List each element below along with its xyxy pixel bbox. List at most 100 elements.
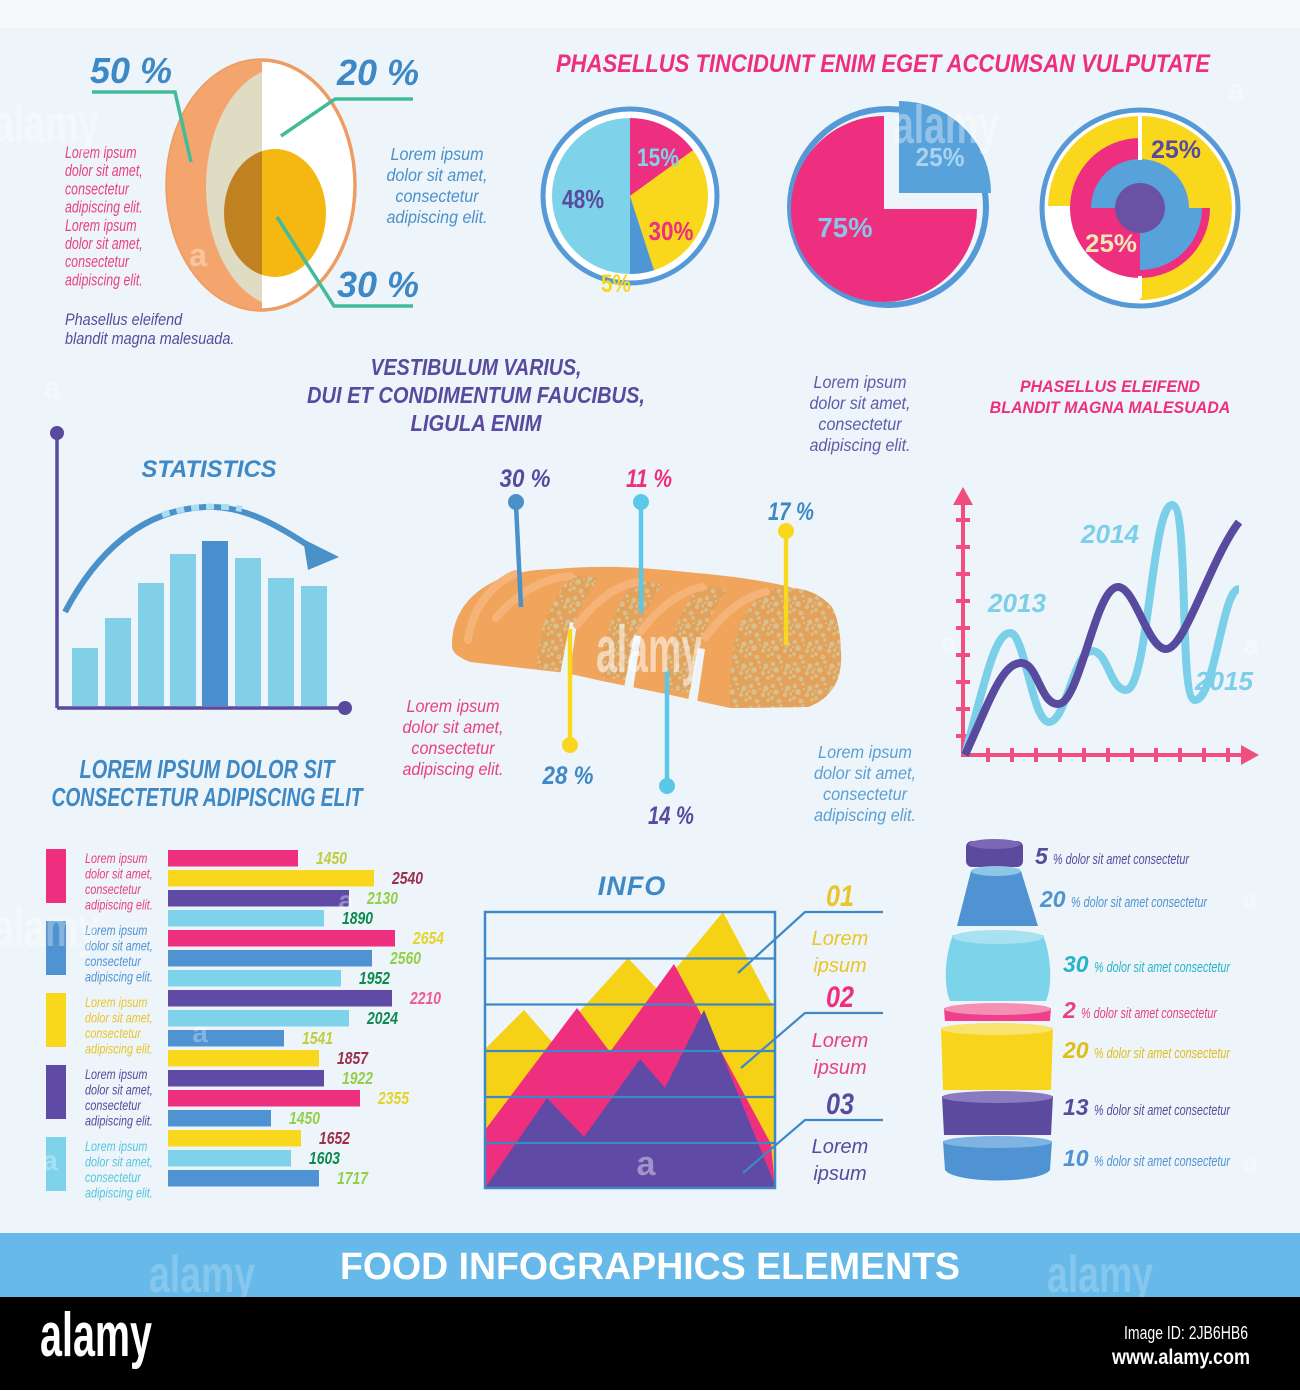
svg-text:5%: 5% (601, 270, 631, 298)
svg-text:02: 02 (826, 981, 854, 1014)
svg-text:consectetur: consectetur (85, 954, 142, 969)
svg-text:a: a (44, 372, 61, 405)
svg-text:Lorem ipsum: Lorem ipsum (85, 1139, 147, 1154)
svg-text:25%: 25% (1085, 230, 1137, 258)
svg-text:CONSECTETUR ADIPISCING ELIT: CONSECTETUR ADIPISCING ELIT (52, 782, 365, 812)
svg-text:adipiscing elit.: adipiscing elit. (809, 435, 910, 455)
svg-text:2013: 2013 (987, 588, 1047, 618)
svg-text:PHASELLUS ELEIFEND: PHASELLUS ELEIFEND (1020, 378, 1200, 397)
svg-text:LIGULA ENIM: LIGULA ENIM (411, 410, 543, 436)
svg-text:dolor sit amet,: dolor sit amet, (402, 717, 503, 737)
svg-text:a: a (1243, 884, 1258, 914)
svg-text:2014: 2014 (1080, 519, 1140, 549)
svg-text:adipiscing elit.: adipiscing elit. (814, 805, 916, 825)
svg-text:30%: 30% (649, 216, 694, 246)
svg-text:consectetur: consectetur (85, 1026, 142, 1041)
svg-text:a: a (941, 627, 957, 658)
svg-text:alamy: alamy (0, 94, 99, 154)
svg-text:adipiscing elit.: adipiscing elit. (65, 199, 143, 217)
svg-text:2015: 2015 (1194, 666, 1254, 696)
svg-text:75%: 75% (818, 212, 873, 243)
svg-text:20 %: 20 % (336, 52, 419, 93)
svg-text:consectetur: consectetur (85, 1170, 142, 1185)
svg-text:1952: 1952 (359, 968, 390, 988)
svg-text:Lorem: Lorem (812, 1030, 869, 1052)
svg-text:03: 03 (826, 1088, 854, 1121)
svg-text:dolor sit amet,: dolor sit amet, (85, 866, 153, 881)
svg-text:dolor sit amet,: dolor sit amet, (809, 393, 910, 413)
svg-text:1603: 1603 (309, 1148, 340, 1168)
svg-text:consectetur: consectetur (823, 784, 908, 804)
svg-text:Lorem ipsum: Lorem ipsum (65, 217, 137, 235)
svg-text:% dolor sit amet consectetur: % dolor sit amet consectetur (1094, 1045, 1231, 1062)
svg-text:STATISTICS: STATISTICS (142, 456, 278, 483)
svg-text:15%: 15% (637, 144, 679, 172)
svg-text:2024: 2024 (366, 1008, 398, 1028)
svg-text:www.alamy.com: www.alamy.com (1111, 1346, 1250, 1369)
svg-text:Lorem ipsum: Lorem ipsum (85, 995, 147, 1010)
svg-text:Lorem ipsum: Lorem ipsum (391, 144, 484, 164)
svg-text:a: a (1243, 629, 1259, 660)
svg-text:2540: 2540 (391, 868, 423, 888)
svg-text:% dolor sit amet consectetur: % dolor sit amet consectetur (1094, 959, 1231, 976)
svg-text:14 %: 14 % (648, 802, 694, 830)
svg-text:dolor sit amet,: dolor sit amet, (65, 235, 143, 253)
svg-text:DUI ET CONDIMENTUM FAUCIBUS,: DUI ET CONDIMENTUM FAUCIBUS, (307, 382, 645, 408)
svg-text:1922: 1922 (342, 1068, 373, 1088)
svg-text:% dolor sit amet consectetur: % dolor sit amet consectetur (1053, 851, 1190, 868)
svg-text:1450: 1450 (316, 848, 347, 868)
svg-text:PHASELLUS TINCIDUNT ENIM EGET: PHASELLUS TINCIDUNT ENIM EGET ACCUMSAN V… (556, 50, 1211, 78)
svg-text:adipiscing elit.: adipiscing elit. (85, 1041, 153, 1056)
svg-text:adipiscing elit.: adipiscing elit. (85, 897, 153, 912)
svg-text:30: 30 (1063, 951, 1089, 977)
svg-text:INFO: INFO (598, 871, 667, 901)
svg-text:dolor sit amet,: dolor sit amet, (85, 1010, 153, 1025)
svg-text:10: 10 (1063, 1145, 1089, 1171)
svg-text:Lorem ipsum: Lorem ipsum (85, 923, 147, 938)
svg-text:consectetur: consectetur (65, 254, 130, 272)
svg-text:FOOD INFOGRAPHICS ELEMENTS: FOOD INFOGRAPHICS ELEMENTS (340, 1246, 960, 1288)
svg-text:VESTIBULUM VARIUS,: VESTIBULUM VARIUS, (371, 354, 582, 380)
svg-text:1541: 1541 (302, 1028, 333, 1048)
svg-text:adipiscing elit.: adipiscing elit. (65, 272, 143, 290)
svg-text:a: a (189, 237, 207, 273)
svg-text:alamy: alamy (596, 612, 702, 686)
svg-text:consectetur: consectetur (818, 414, 902, 434)
svg-text:1890: 1890 (342, 908, 373, 928)
svg-text:dolor sit amet,: dolor sit amet, (386, 165, 487, 185)
svg-text:dolor sit amet,: dolor sit amet, (65, 163, 143, 181)
svg-text:Phasellus eleifend: Phasellus eleifend (65, 311, 183, 329)
svg-text:% dolor sit amet consectetur: % dolor sit amet consectetur (1094, 1102, 1231, 1119)
svg-text:alamy: alamy (40, 1301, 152, 1370)
svg-text:blandit magna malesuada.: blandit magna malesuada. (65, 330, 234, 348)
svg-text:dolor sit amet,: dolor sit amet, (814, 763, 916, 783)
svg-text:Lorem ipsum: Lorem ipsum (407, 696, 500, 716)
svg-text:a: a (338, 885, 354, 916)
svg-text:dolor sit amet,: dolor sit amet, (85, 1082, 153, 1097)
svg-text:dolor sit amet,: dolor sit amet, (85, 1154, 153, 1169)
svg-text:Lorem ipsum: Lorem ipsum (85, 1067, 147, 1082)
svg-text:LOREM IPSUM DOLOR SIT: LOREM IPSUM DOLOR SIT (80, 754, 337, 784)
svg-text:Lorem ipsum: Lorem ipsum (814, 372, 907, 392)
svg-text:a: a (1228, 74, 1245, 107)
svg-text:alamy: alamy (0, 898, 99, 958)
svg-text:a: a (637, 1145, 657, 1183)
svg-text:dolor sit amet,: dolor sit amet, (85, 938, 153, 953)
svg-text:01: 01 (826, 880, 854, 913)
svg-text:consectetur: consectetur (395, 186, 479, 206)
svg-text:17 %: 17 % (768, 498, 814, 526)
svg-text:1857: 1857 (337, 1048, 369, 1068)
svg-text:consectetur: consectetur (85, 882, 142, 897)
svg-text:50 %: 50 % (90, 50, 172, 91)
svg-text:adipiscing elit.: adipiscing elit. (85, 969, 153, 984)
svg-text:ipsum: ipsum (813, 955, 866, 977)
svg-text:alamy: alamy (149, 1246, 255, 1304)
svg-text:1717: 1717 (337, 1168, 369, 1188)
svg-text:Image ID: 2JB6HB6: Image ID: 2JB6HB6 (1124, 1323, 1248, 1343)
svg-text:48%: 48% (562, 184, 604, 214)
svg-text:13: 13 (1063, 1094, 1089, 1120)
svg-text:28 %: 28 % (542, 762, 594, 790)
svg-text:consectetur: consectetur (411, 738, 495, 758)
svg-text:2654: 2654 (412, 928, 444, 948)
svg-text:adipiscing elit.: adipiscing elit. (85, 1185, 153, 1200)
